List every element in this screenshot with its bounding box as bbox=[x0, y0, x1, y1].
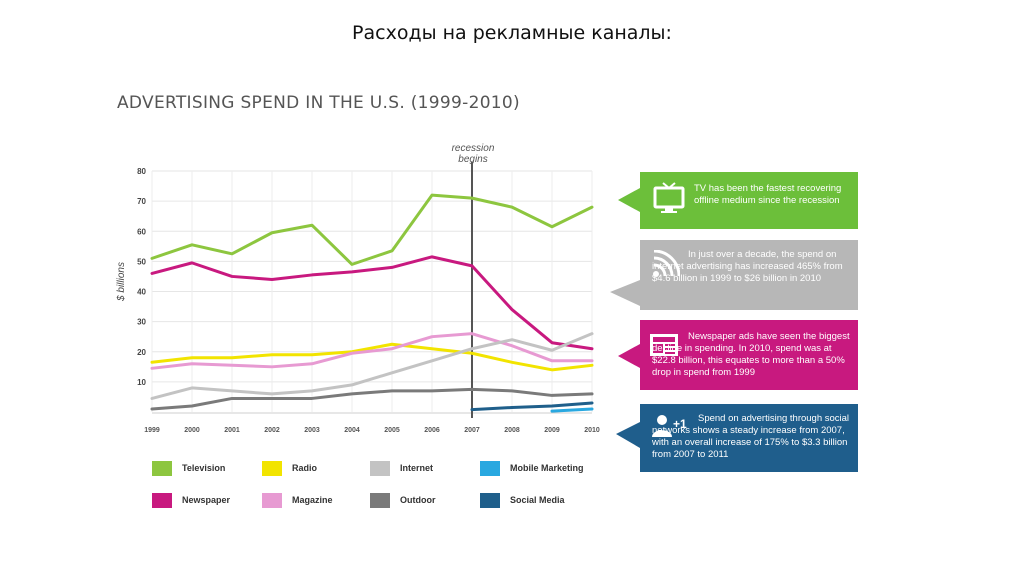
series-line-mobile-marketing bbox=[550, 407, 594, 413]
legend-label: Magazine bbox=[292, 495, 333, 505]
legend-label: Television bbox=[182, 463, 226, 473]
chart-title: ADVERTISING SPEND IN THE U.S. (1999-2010… bbox=[117, 93, 520, 113]
person-plus-text: +1 bbox=[673, 417, 687, 431]
x-tick-label: 2006 bbox=[424, 427, 440, 434]
series-line-radio bbox=[150, 342, 594, 372]
y-tick-label: 60 bbox=[137, 227, 146, 236]
legend-item: Radio bbox=[262, 460, 317, 476]
x-tick-label: 2002 bbox=[264, 427, 280, 434]
legend-swatch bbox=[370, 460, 390, 476]
callout-social-text: Spend on advertising through social netw… bbox=[652, 413, 850, 460]
legend-label: Social Media bbox=[510, 495, 565, 505]
callout-tv-text: TV has been the fastest recovering offli… bbox=[694, 183, 842, 206]
callout-pointer bbox=[618, 188, 640, 212]
series-line-internet bbox=[150, 332, 594, 400]
series-line-television bbox=[150, 193, 594, 266]
legend-swatch bbox=[262, 492, 282, 508]
legend-item: Mobile Marketing bbox=[480, 460, 584, 476]
series-line-social-media bbox=[470, 401, 594, 412]
legend-swatch bbox=[262, 460, 282, 476]
callout-newspaper: Newspaper ads have seen the biggest decl… bbox=[618, 320, 858, 390]
legend: Television Radio Internet Mobile Marketing N… bbox=[152, 460, 602, 520]
x-tick-label: 2005 bbox=[384, 427, 400, 434]
x-tick-label: 1999 bbox=[144, 427, 160, 434]
y-tick-label: 20 bbox=[137, 348, 146, 357]
callout-internet: In just over a decade, the spend on inte… bbox=[610, 240, 858, 310]
series-line-outdoor bbox=[150, 387, 594, 411]
legend-label: Mobile Marketing bbox=[510, 463, 584, 473]
x-tick-label: 2007 bbox=[464, 427, 480, 434]
x-tick-label: 2010 bbox=[584, 427, 600, 434]
legend-swatch bbox=[370, 492, 390, 508]
legend-label: Internet bbox=[400, 463, 434, 473]
person-plus-icon bbox=[652, 415, 672, 437]
legend-item: Internet bbox=[370, 460, 433, 476]
recession-label: recession begins bbox=[440, 143, 506, 165]
legend-swatch bbox=[480, 492, 500, 508]
legend-swatch bbox=[152, 460, 172, 476]
series-line-magazine bbox=[150, 332, 594, 370]
y-tick-label: 40 bbox=[137, 288, 146, 297]
callout-social: +1 Spend on advertising through social n… bbox=[616, 404, 858, 472]
x-tick-label: 2003 bbox=[304, 427, 320, 434]
wifi-icon bbox=[653, 250, 680, 277]
callout-internet-text: In just over a decade, the spend on inte… bbox=[652, 249, 843, 284]
x-tick-label: 2001 bbox=[224, 427, 240, 434]
recession-label-line2: begins bbox=[458, 154, 488, 165]
recession-label-line1: recession bbox=[451, 143, 495, 154]
legend-item: Television bbox=[152, 460, 225, 476]
callout-tv: TV has been the fastest recovering offli… bbox=[618, 172, 858, 229]
callout-pointer bbox=[610, 280, 640, 306]
y-tick-label: 50 bbox=[137, 257, 146, 266]
slide-title: Расходы на рекламные каналы: bbox=[352, 22, 672, 44]
y-tick-label: 30 bbox=[137, 318, 146, 327]
legend-swatch bbox=[152, 492, 172, 508]
x-tick-label: 2004 bbox=[344, 427, 360, 434]
tv-icon bbox=[653, 182, 685, 213]
y-axis-label: $ billions bbox=[116, 262, 127, 302]
legend-swatch bbox=[480, 460, 500, 476]
x-tick-label: 2009 bbox=[544, 427, 560, 434]
legend-item: Outdoor bbox=[370, 492, 436, 508]
series-line-newspaper bbox=[150, 255, 594, 351]
newspaper-icon bbox=[650, 334, 678, 356]
y-tick-label: 70 bbox=[137, 197, 146, 206]
x-tick-label: 2000 bbox=[184, 427, 200, 434]
y-tick-label: 10 bbox=[137, 378, 146, 387]
callout-pointer bbox=[616, 422, 640, 448]
callout-newspaper-text: Newspaper ads have seen the biggest decl… bbox=[652, 331, 850, 378]
legend-label: Newspaper bbox=[182, 495, 231, 505]
callout-pointer bbox=[618, 344, 640, 368]
legend-label: Outdoor bbox=[400, 495, 436, 505]
legend-item: Newspaper bbox=[152, 492, 230, 508]
legend-item: Social Media bbox=[480, 492, 565, 508]
legend-label: Radio bbox=[292, 463, 318, 473]
y-tick-label: 80 bbox=[137, 167, 146, 176]
x-tick-label: 2008 bbox=[504, 427, 520, 434]
legend-item: Magazine bbox=[262, 492, 333, 508]
